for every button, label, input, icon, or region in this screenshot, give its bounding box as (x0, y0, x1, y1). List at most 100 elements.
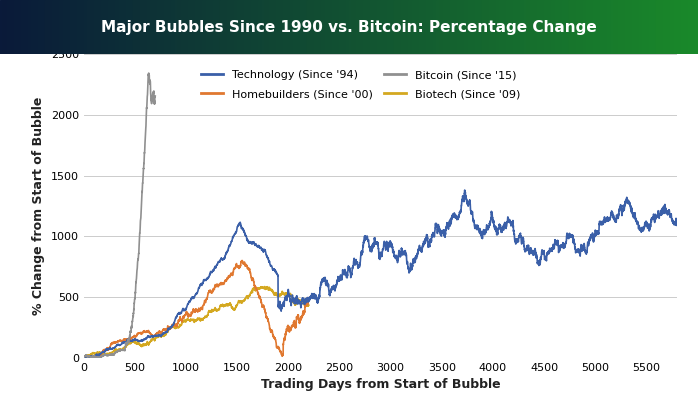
Bar (220, 0, 224, 54)
Bar (276, 0, 280, 54)
Bar (77, 0, 81, 54)
Bar (293, 0, 297, 54)
Bar (569, 0, 573, 54)
Bar (635, 0, 639, 54)
Bar (485, 0, 489, 54)
Bar (199, 0, 203, 54)
Bar (202, 0, 207, 54)
Bar (380, 0, 385, 54)
Bar (373, 0, 378, 54)
Bar (181, 0, 186, 54)
Bar (537, 0, 542, 54)
Bar (398, 0, 402, 54)
Bar (244, 0, 248, 54)
Bar (551, 0, 556, 54)
Bar (405, 0, 409, 54)
Bar (223, 0, 228, 54)
Bar (157, 0, 161, 54)
Bar (593, 0, 597, 54)
Bar (370, 0, 374, 54)
Bar (7, 0, 11, 54)
Bar (325, 0, 329, 54)
Bar (503, 0, 507, 54)
Bar (457, 0, 461, 54)
Bar (401, 0, 406, 54)
Bar (499, 0, 503, 54)
Bar (171, 0, 175, 54)
Bar (415, 0, 419, 54)
Bar (147, 0, 151, 54)
Bar (377, 0, 381, 54)
Bar (447, 0, 451, 54)
Bar (628, 0, 632, 54)
Bar (335, 0, 339, 54)
Bar (262, 0, 266, 54)
Bar (454, 0, 458, 54)
Bar (115, 0, 119, 54)
Bar (440, 0, 444, 54)
Bar (684, 0, 688, 54)
Bar (607, 0, 611, 54)
Bar (14, 0, 18, 54)
Bar (639, 0, 643, 54)
Bar (562, 0, 566, 54)
Bar (24, 0, 29, 54)
Bar (510, 0, 514, 54)
Bar (349, 0, 353, 54)
Bar (101, 0, 105, 54)
Bar (681, 0, 685, 54)
Bar (691, 0, 695, 54)
Bar (122, 0, 126, 54)
Bar (87, 0, 91, 54)
Bar (597, 0, 601, 54)
Bar (387, 0, 392, 54)
Bar (506, 0, 510, 54)
Bar (66, 0, 70, 54)
Bar (520, 0, 524, 54)
Bar (586, 0, 591, 54)
Bar (168, 0, 172, 54)
Bar (548, 0, 552, 54)
Bar (35, 0, 39, 54)
Bar (3, 0, 8, 54)
Bar (17, 0, 22, 54)
Bar (332, 0, 336, 54)
Bar (311, 0, 315, 54)
Bar (433, 0, 437, 54)
Bar (234, 0, 238, 54)
Bar (241, 0, 245, 54)
Bar (94, 0, 98, 54)
Bar (468, 0, 472, 54)
Bar (227, 0, 231, 54)
Bar (129, 0, 133, 54)
Bar (677, 0, 681, 54)
Bar (674, 0, 678, 54)
Bar (555, 0, 559, 54)
Bar (394, 0, 399, 54)
Bar (161, 0, 165, 54)
Bar (471, 0, 475, 54)
Bar (517, 0, 521, 54)
Bar (237, 0, 242, 54)
Bar (667, 0, 671, 54)
Bar (216, 0, 221, 54)
Bar (80, 0, 84, 54)
Bar (649, 0, 653, 54)
Bar (422, 0, 426, 54)
Bar (0, 0, 4, 54)
Bar (688, 0, 692, 54)
Bar (119, 0, 123, 54)
Bar (352, 0, 357, 54)
Bar (419, 0, 423, 54)
Bar (38, 0, 43, 54)
Bar (314, 0, 318, 54)
Bar (450, 0, 454, 54)
Bar (544, 0, 549, 54)
Bar (269, 0, 273, 54)
Bar (604, 0, 608, 54)
Bar (133, 0, 137, 54)
Bar (84, 0, 88, 54)
Bar (695, 0, 698, 54)
Bar (56, 0, 60, 54)
Bar (185, 0, 189, 54)
